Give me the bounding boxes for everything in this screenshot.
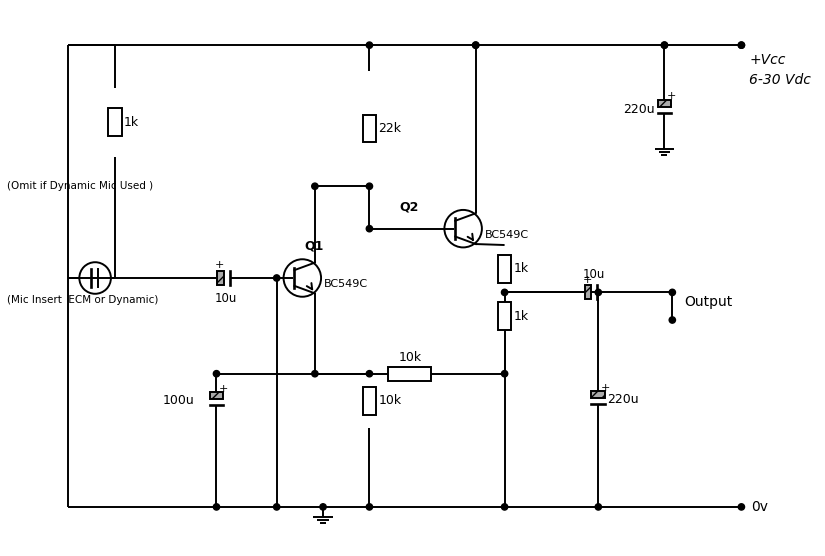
Bar (108, 108, 122, 136)
Text: +: + (582, 275, 592, 285)
Text: (Omit if Dynamic Mic Used ): (Omit if Dynamic Mic Used ) (7, 181, 153, 191)
Circle shape (366, 183, 373, 190)
Text: 10k: 10k (398, 351, 422, 364)
Circle shape (366, 504, 373, 510)
Circle shape (473, 42, 478, 48)
Circle shape (312, 370, 318, 377)
Text: 220u: 220u (623, 103, 654, 116)
Text: BC549C: BC549C (485, 230, 529, 240)
Circle shape (738, 42, 744, 48)
Bar (584, 285, 592, 299)
Text: 100u: 100u (163, 394, 195, 408)
Circle shape (662, 42, 667, 48)
Text: 22k: 22k (379, 122, 401, 135)
Circle shape (473, 42, 478, 48)
Text: Q1: Q1 (304, 240, 323, 253)
Circle shape (274, 504, 280, 510)
Circle shape (366, 370, 373, 377)
Text: +Vcc: +Vcc (749, 53, 785, 67)
Circle shape (738, 42, 744, 48)
Text: 1k: 1k (124, 116, 139, 128)
Text: (Mic Insert  ECM or Dynamic): (Mic Insert ECM or Dynamic) (7, 295, 158, 305)
Bar (218, 271, 224, 285)
Bar (497, 255, 512, 282)
Text: 10u: 10u (582, 268, 605, 281)
Text: Q2: Q2 (399, 201, 418, 214)
Text: 6-30 Vdc: 6-30 Vdc (749, 73, 811, 87)
Circle shape (595, 504, 601, 510)
Circle shape (214, 504, 219, 510)
Bar (592, 391, 606, 398)
Circle shape (595, 289, 601, 296)
Circle shape (366, 226, 373, 232)
Text: 1k: 1k (513, 262, 529, 275)
Circle shape (662, 42, 667, 48)
Circle shape (214, 370, 219, 377)
Text: 1k: 1k (513, 310, 529, 322)
Circle shape (502, 370, 507, 377)
Bar (362, 115, 376, 142)
Bar (497, 302, 512, 330)
Bar (362, 387, 376, 415)
Circle shape (669, 289, 676, 296)
Circle shape (738, 504, 744, 510)
Bar (210, 392, 224, 399)
Circle shape (366, 42, 373, 48)
Circle shape (274, 275, 280, 281)
Text: BC549C: BC549C (324, 279, 368, 289)
Bar (658, 101, 672, 107)
Text: +: + (667, 91, 676, 101)
Circle shape (502, 289, 507, 296)
Circle shape (502, 504, 507, 510)
Text: 0v: 0v (752, 500, 768, 514)
Text: Output: Output (684, 295, 733, 309)
Circle shape (320, 504, 326, 510)
Text: 10u: 10u (215, 292, 238, 305)
Text: +: + (219, 384, 228, 394)
Circle shape (669, 317, 676, 323)
Text: +: + (214, 260, 224, 270)
Circle shape (312, 183, 318, 190)
Text: +: + (601, 383, 610, 393)
Bar (388, 367, 431, 381)
Text: 220u: 220u (607, 393, 639, 406)
Text: 10k: 10k (379, 394, 402, 408)
